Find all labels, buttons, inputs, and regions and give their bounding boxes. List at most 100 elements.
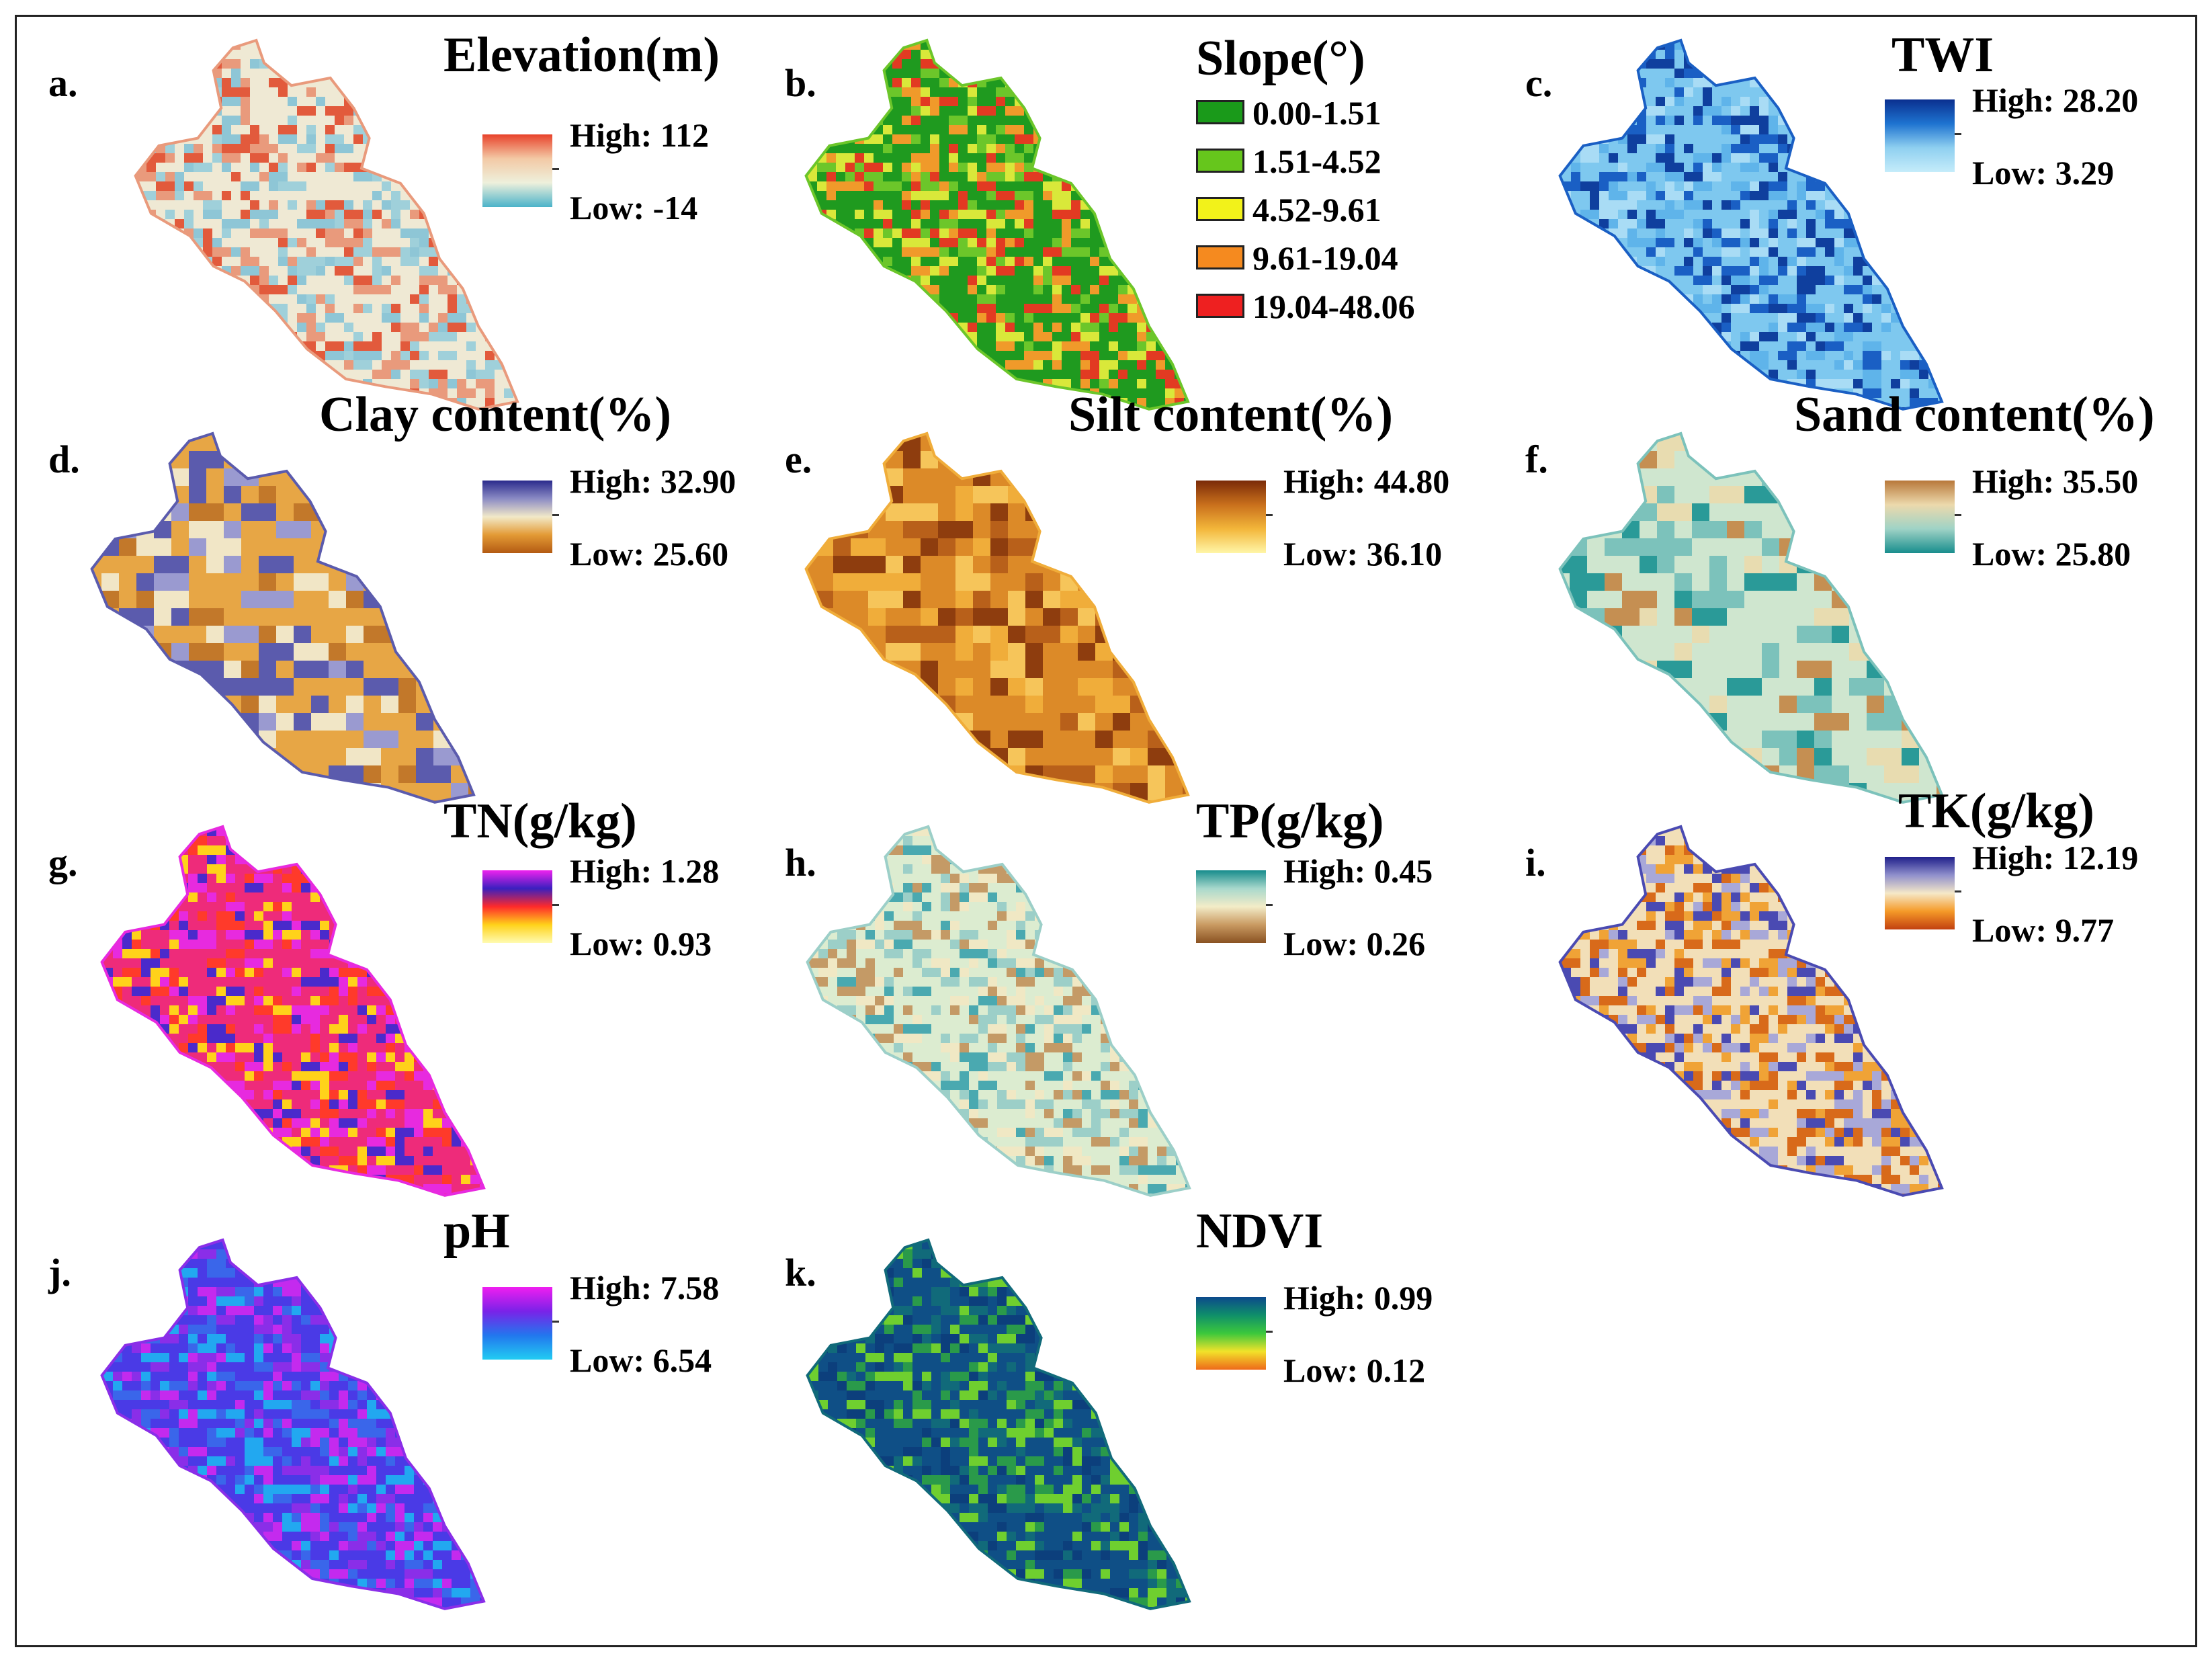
map-raster-cell: [969, 1147, 978, 1156]
map-raster-cell: [151, 987, 160, 996]
map-raster-cell: [1024, 172, 1043, 181]
map-raster-cell: [325, 228, 335, 238]
map-raster-cell: [1063, 1184, 1072, 1194]
map-raster-cell: [1072, 1034, 1082, 1043]
map-raster-cell: [865, 1128, 884, 1137]
legend-high-label: High: 44.80: [1283, 462, 1450, 500]
map-raster-cell: [175, 219, 184, 228]
map-raster-cell: [382, 313, 400, 323]
map-raster-cell: [1015, 59, 1033, 69]
map-raster-cell: [184, 379, 194, 388]
map-raster-cell: [1043, 591, 1060, 608]
map-raster-cell: [1731, 921, 1740, 930]
map-raster-cell: [1787, 200, 1797, 210]
map-raster-cell: [1165, 661, 1183, 678]
map-raster-cell: [1693, 294, 1703, 304]
map-raster-cell: [395, 911, 405, 921]
map-raster-cell: [250, 323, 259, 332]
map-raster-cell: [414, 902, 423, 911]
map-raster-cell: [184, 59, 203, 69]
map-raster-cell: [101, 486, 119, 503]
map-raster-cell: [288, 379, 297, 388]
map-raster-cell: [1560, 87, 1562, 97]
map-raster-cell: [1834, 827, 1844, 836]
map-raster-cell: [960, 1034, 978, 1043]
map-raster-cell: [137, 304, 146, 313]
map-raster-cell: [817, 69, 826, 78]
map-raster-cell: [1580, 50, 1590, 59]
map-raster-cell: [1750, 69, 1759, 78]
map-raster-cell: [1884, 573, 1902, 591]
map-raster-cell: [1148, 503, 1165, 521]
map-raster-cell: [809, 1024, 828, 1034]
map-raster-cell: [1119, 987, 1138, 996]
map-raster-cell: [1571, 219, 1580, 228]
map-raster-cell: [311, 451, 329, 468]
map-raster-cell: [504, 294, 518, 304]
map-raster-cell: [1157, 949, 1176, 958]
map-raster-cell: [997, 1005, 1016, 1015]
map-raster-cell: [1834, 125, 1844, 134]
map-raster-cell: [1571, 351, 1580, 360]
map-raster-cell: [912, 1156, 931, 1165]
map-raster-cell: [301, 1081, 310, 1090]
map-raster-cell: [806, 219, 808, 228]
map-raster-cell: [1590, 996, 1599, 1005]
map-raster-cell: [837, 1128, 856, 1137]
map-raster-cell: [1910, 294, 1919, 304]
map-raster-cell: [1712, 153, 1721, 163]
map-raster-cell: [103, 1099, 113, 1109]
map-raster-cell: [1665, 97, 1674, 106]
map-raster-cell: [922, 1156, 941, 1165]
map-raster-cell: [410, 153, 419, 163]
map-raster-cell: [1033, 276, 1043, 285]
map-raster-cell: [297, 219, 316, 228]
map-raster-cell: [1590, 125, 1599, 134]
map-raster-cell: [1052, 323, 1062, 332]
map-raster-cell: [1175, 238, 1184, 247]
map-raster-cell: [1834, 257, 1844, 266]
map-raster-cell: [504, 304, 518, 313]
map-raster-cell: [1750, 210, 1759, 219]
map-raster-cell: [348, 921, 367, 930]
map-raster-cell: [1618, 855, 1637, 864]
map-raster-cell: [222, 379, 241, 388]
map-raster-cell: [376, 1147, 386, 1156]
map-raster-cell: [189, 521, 224, 538]
map-raster-cell: [386, 958, 405, 968]
map-raster-cell: [806, 87, 817, 97]
map-raster-cell: [414, 1194, 433, 1196]
map-raster-cell: [339, 1090, 348, 1099]
map-raster-cell: [950, 845, 960, 855]
map-raster-cell: [224, 556, 241, 573]
map-raster-cell: [1562, 40, 1571, 50]
map-raster-cell: [1054, 1118, 1063, 1128]
map-raster-cell: [372, 266, 382, 276]
map-raster-cell: [809, 1090, 818, 1099]
map-raster-cell: [316, 266, 325, 276]
map-raster-cell: [207, 1156, 216, 1165]
study-area-outline: [804, 431, 1190, 804]
map-raster-cell: [912, 949, 931, 958]
map-raster-cell: [382, 219, 391, 228]
map-raster-cell: [372, 97, 382, 106]
map-raster-cell: [958, 40, 977, 50]
map-raster-cell: [1834, 341, 1844, 351]
map-raster-cell: [1938, 238, 1943, 247]
map-raster-cell: [1176, 1043, 1190, 1052]
map-raster-cell: [955, 503, 973, 521]
map-raster-cell: [344, 106, 353, 116]
map-raster-cell: [165, 388, 175, 398]
map-raster-cell: [922, 968, 931, 977]
map-raster-cell: [504, 285, 513, 294]
map-raster-cell: [806, 191, 808, 200]
map-raster-cell: [1130, 591, 1148, 608]
map-raster-cell: [950, 827, 969, 836]
map-raster-cell: [1744, 521, 1762, 538]
map-raster-cell: [1712, 266, 1721, 276]
map-raster-cell: [1035, 1147, 1044, 1156]
map-raster-cell: [1657, 556, 1674, 573]
map-raster-cell: [1118, 134, 1137, 144]
map-raster-cell: [1054, 1175, 1063, 1184]
map-raster-cell: [1825, 219, 1844, 228]
